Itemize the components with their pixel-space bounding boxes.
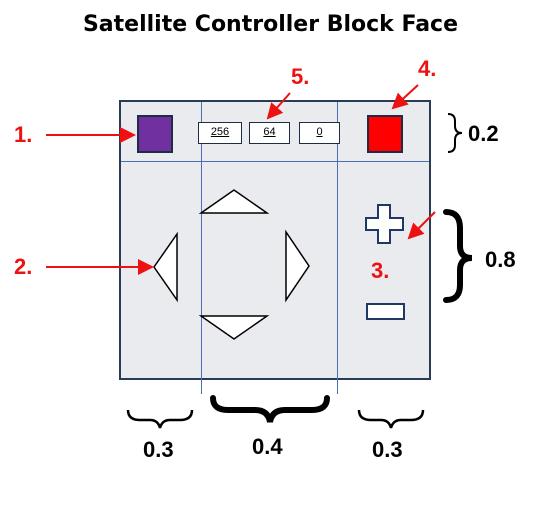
dimension-bottom-rows: 0.8 <box>485 247 516 272</box>
column-divider-left <box>201 102 202 394</box>
brace-right-col <box>357 409 425 429</box>
column-divider-right <box>337 102 338 394</box>
callout-arrow-3 <box>407 211 436 240</box>
row-divider <box>121 161 429 162</box>
brace-bottom-rows <box>443 209 473 303</box>
brace-top-row <box>447 113 463 153</box>
callout-label-3: 3. <box>371 258 390 283</box>
callout-label-5: 5. <box>291 64 310 89</box>
right-arrow-icon[interactable] <box>285 229 310 303</box>
minus-icon[interactable] <box>366 303 405 320</box>
dimension-right-col: 0.3 <box>372 437 403 462</box>
value-field-1[interactable]: 256 <box>198 122 242 144</box>
value-field-3[interactable]: 0 <box>299 122 340 144</box>
plus-icon[interactable] <box>365 204 404 244</box>
brace-mid-col <box>210 395 330 423</box>
callout-arrow-4 <box>391 84 419 110</box>
callout-label-1: 1. <box>14 122 33 147</box>
dimension-top-row: 0.2 <box>468 121 499 146</box>
callout-label-2: 2. <box>14 254 33 279</box>
color-swatch-right[interactable] <box>367 115 403 153</box>
callout-label-4: 4. <box>418 56 437 81</box>
diagram-title: Satellite Controller Block Face <box>82 12 459 37</box>
callout-arrow-5 <box>266 92 291 120</box>
dimension-left-col: 0.3 <box>143 437 174 462</box>
down-arrow-icon[interactable] <box>198 315 270 340</box>
left-arrow-icon[interactable] <box>153 231 178 303</box>
up-arrow-icon[interactable] <box>198 189 270 214</box>
color-swatch-left[interactable] <box>137 115 173 153</box>
brace-left-col <box>126 409 194 429</box>
dimension-mid-col: 0.4 <box>252 434 283 459</box>
value-field-2[interactable]: 64 <box>249 122 290 144</box>
